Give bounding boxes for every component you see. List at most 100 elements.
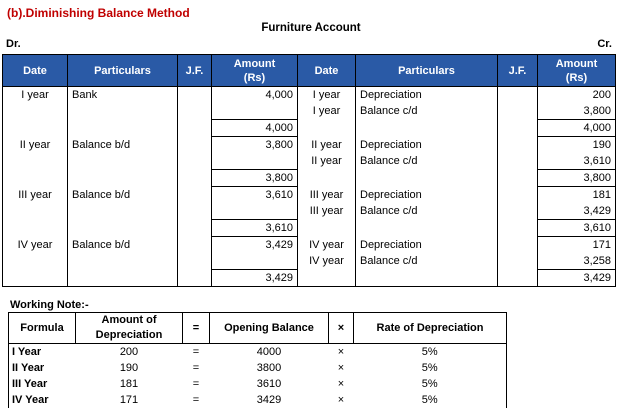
- ledger-date-credit: I year: [297, 103, 356, 120]
- ledger-row: IV year Balance b/d 3,429 IV year Depreciati…: [2, 236, 616, 253]
- ledger-jf-debit: [177, 86, 212, 103]
- ledger-date-credit: III year: [297, 186, 356, 203]
- working-note-table: Formula Amount of Depreciation = Opening …: [8, 312, 507, 408]
- ledger-amount-debit: 3,800: [211, 136, 298, 153]
- ledger-amount-debit: 4,000: [211, 86, 298, 103]
- ledger-particulars-debit: [67, 203, 178, 220]
- ledger-date-credit: II year: [297, 136, 356, 153]
- ledger-jf-debit: [177, 103, 212, 120]
- ledger-date-credit: IV year: [297, 253, 356, 270]
- account-title: Furniture Account: [261, 22, 361, 34]
- ledger-row: I year Bank 4,000 I year Depreciation 200: [2, 86, 616, 103]
- header-particulars-debit: Particulars: [67, 54, 178, 87]
- wn-times: ×: [337, 362, 345, 374]
- header-jf-debit: J.F.: [177, 54, 212, 87]
- header-amount-line1: Amount: [233, 57, 276, 70]
- ledger-particulars-debit: Bank: [67, 86, 178, 103]
- ledger-particulars-credit: Balance c/d: [355, 153, 498, 170]
- wn-opening-balance: 3610: [256, 378, 282, 390]
- ledger-jf-credit: [497, 169, 538, 187]
- wn-times: ×: [337, 378, 345, 390]
- wn-header-amount-line2: Depreciation: [95, 329, 163, 341]
- wn-opening-balance: 4000: [256, 346, 282, 358]
- header-date-debit: Date: [2, 54, 68, 87]
- ledger-amount-credit: 4,000: [537, 119, 616, 137]
- ledger-jf-credit: [497, 86, 538, 103]
- ledger-amount-debit: 3,610: [211, 186, 298, 203]
- ledger-date-credit: II year: [297, 153, 356, 170]
- wn-amount: 171: [119, 394, 139, 406]
- wn-rate: 5%: [353, 392, 507, 408]
- wn-amount: 181: [119, 378, 139, 390]
- wn-rate: 5%: [353, 343, 507, 360]
- working-note-row: I Year 200 = 4000 × 5%: [8, 343, 507, 360]
- ledger-row: IV year Balance c/d 3,258: [2, 253, 616, 270]
- ledger-date-debit: [2, 119, 68, 137]
- ledger-amount-debit: 3,610: [211, 219, 298, 237]
- ledger-jf-credit: [497, 136, 538, 153]
- ledger-particulars-credit: Depreciation: [355, 236, 498, 253]
- ledger-table: Date Particulars J.F. Amount (Rs) Date Pa…: [2, 54, 616, 287]
- ledger-row: III year Balance c/d 3,429: [2, 203, 616, 220]
- wn-year: III Year: [8, 376, 76, 392]
- wn-year: IV Year: [8, 392, 76, 408]
- wn-equals: =: [192, 362, 200, 374]
- ledger-particulars-credit: Depreciation: [355, 136, 498, 153]
- wn-equals: =: [192, 378, 200, 390]
- header-particulars-credit: Particulars: [355, 54, 498, 87]
- ledger-jf-credit: [497, 236, 538, 253]
- ledger-row: 3,800 3,800: [2, 169, 616, 187]
- ledger-particulars-debit: [67, 269, 178, 287]
- ledger-date-debit: [2, 253, 68, 270]
- ledger-particulars-debit: Balance b/d: [67, 236, 178, 253]
- wn-year: I Year: [8, 343, 76, 360]
- ledger-date-credit: I year: [297, 86, 356, 103]
- ledger-date-debit: [2, 203, 68, 220]
- ledger-date-credit: [297, 119, 356, 137]
- ledger-particulars-credit: Balance c/d: [355, 103, 498, 120]
- ledger-date-debit: I year: [2, 86, 68, 103]
- wn-rate: 5%: [353, 360, 507, 376]
- working-note-row: II Year 190 = 3800 × 5%: [8, 360, 507, 376]
- ledger-jf-credit: [497, 253, 538, 270]
- wn-header-amount: Amount of Depreciation: [75, 312, 183, 344]
- ledger-particulars-credit: [355, 269, 498, 287]
- ledger-particulars-debit: [67, 103, 178, 120]
- section-heading: (b).Diminishing Balance Method: [7, 6, 190, 20]
- credit-label: Cr.: [597, 38, 612, 50]
- ledger-date-credit: [297, 219, 356, 237]
- ledger-amount-credit: 3,610: [537, 153, 616, 170]
- ledger-jf-debit: [177, 203, 212, 220]
- ledger-jf-debit: [177, 186, 212, 203]
- ledger-row: 3,610 3,610: [2, 219, 616, 237]
- ledger-amount-credit: 181: [537, 186, 616, 203]
- ledger-amount-debit: [211, 203, 298, 220]
- header-jf-credit: J.F.: [497, 54, 538, 87]
- ledger-amount-credit: 3,258: [537, 253, 616, 270]
- ledger-amount-credit: 171: [537, 236, 616, 253]
- ledger-jf-credit: [497, 203, 538, 220]
- ledger-jf-credit: [497, 153, 538, 170]
- ledger-amount-credit: 190: [537, 136, 616, 153]
- wn-year: II Year: [8, 360, 76, 376]
- ledger-date-debit: IV year: [2, 236, 68, 253]
- ledger-jf-debit: [177, 219, 212, 237]
- ledger-amount-debit: [211, 103, 298, 120]
- ledger-date-credit: [297, 269, 356, 287]
- ledger-amount-credit: 3,429: [537, 203, 616, 220]
- ledger-row: II year Balance c/d 3,610: [2, 153, 616, 170]
- wn-equals: =: [192, 394, 200, 406]
- ledger-amount-credit: 200: [537, 86, 616, 103]
- ledger-particulars-debit: Balance b/d: [67, 186, 178, 203]
- ledger-amount-credit: 3,610: [537, 219, 616, 237]
- ledger-jf-debit: [177, 136, 212, 153]
- working-note-header-row: Formula Amount of Depreciation = Opening …: [8, 312, 507, 344]
- working-note-row: IV Year 171 = 3429 × 5%: [8, 392, 507, 408]
- ledger-jf-credit: [497, 186, 538, 203]
- ledger-row: III year Balance b/d 3,610 III year Deprecia…: [2, 186, 616, 203]
- header-date-credit: Date: [297, 54, 356, 87]
- wn-header-equals: =: [182, 312, 210, 344]
- ledger-amount-debit: 3,429: [211, 236, 298, 253]
- ledger-row: 4,000 4,000: [2, 119, 616, 137]
- ledger-jf-credit: [497, 219, 538, 237]
